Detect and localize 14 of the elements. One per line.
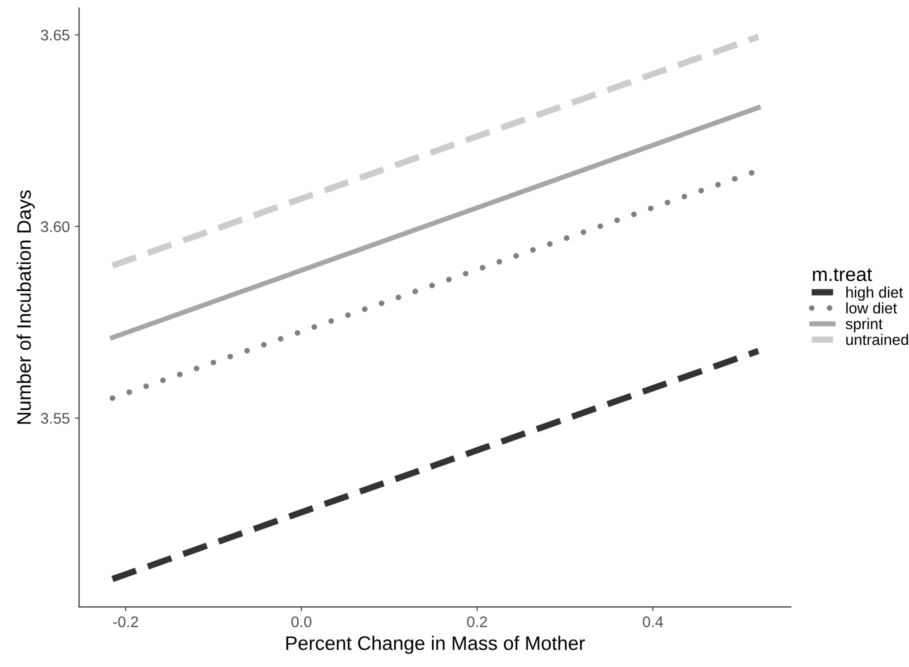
legend-label: untrained [846, 334, 908, 346]
x-axis-title: Percent Change in Mass of Mother [286, 636, 585, 654]
x-tick-label: -0.2 [113, 616, 138, 628]
y-axis-title: Number of Incubation Days [16, 190, 35, 424]
x-tick-label: 0.0 [291, 616, 312, 628]
legend-label: low diet [846, 302, 897, 314]
y-tick-label: 3.60 [40, 221, 70, 232]
legend-label: sprint [846, 318, 883, 332]
y-tick-label: 3.55 [40, 412, 70, 424]
y-tick-label: 3.65 [40, 30, 70, 41]
legend-label: high diet [846, 286, 903, 301]
x-tick-label: 0.4 [642, 616, 664, 628]
legend-title: m.treat [812, 268, 872, 282]
x-tick-label: 0.2 [467, 616, 487, 628]
